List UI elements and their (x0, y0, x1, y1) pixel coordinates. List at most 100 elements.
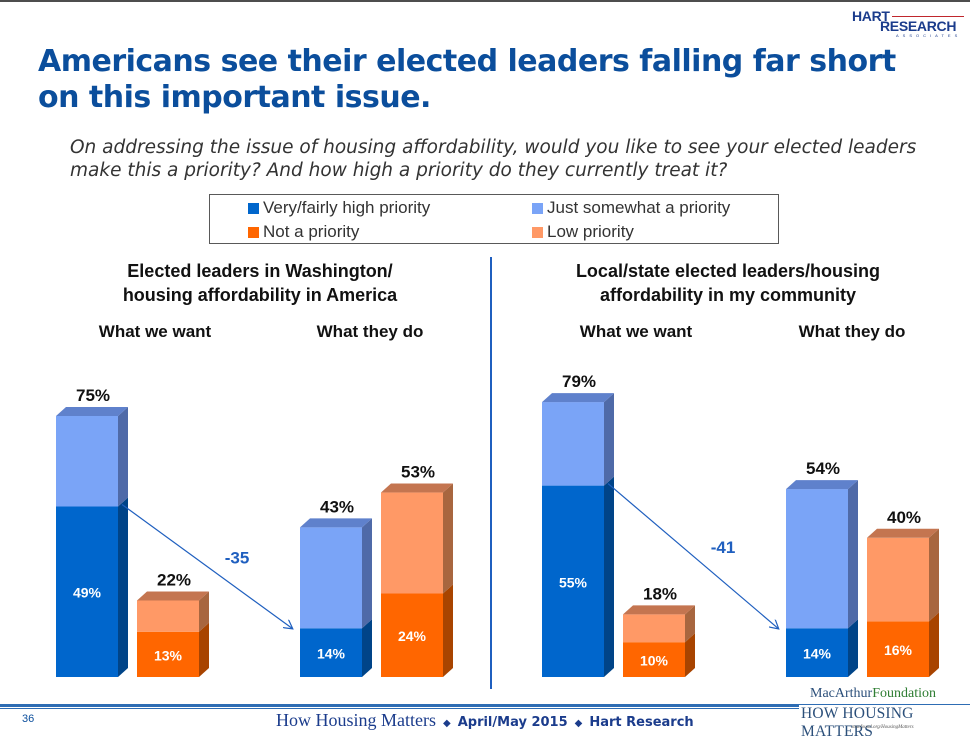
bar-0-2-top-top (300, 518, 372, 528)
bar-1-1-top-top (623, 605, 695, 615)
gap-arrow-1 (607, 483, 778, 629)
bar-1-3-bottom-label: 16% (884, 642, 913, 658)
col-label-do-2: What they do (798, 322, 906, 341)
bar-1-2-bottom-front (786, 628, 848, 677)
bar-0-3-bottom-front (381, 593, 443, 677)
diamond-icon: ◆ (443, 718, 451, 729)
bar-1-1-bottom-front (623, 642, 685, 677)
legend-label: Not a priority (263, 222, 360, 241)
survey-question: On addressing the issue of housing affor… (70, 137, 917, 181)
bar-0-1-top-front (137, 600, 199, 632)
bar-1-0-top-side (604, 393, 614, 486)
mac-name: MacArthur (810, 686, 873, 701)
bar-0-3-bottom-label: 24% (398, 628, 427, 644)
hart-research-logo: HART RESEARCH ASSOCIATES (852, 8, 964, 38)
panel-title-line: housing affordability in America (122, 285, 398, 305)
footer-caption: How Housing Matters ◆ April/May 2015 ◆ H… (276, 710, 694, 731)
bar-0-3-top-front (381, 492, 443, 594)
bar-1-1-bottom-side (685, 633, 695, 677)
legend-swatch-not (248, 226, 259, 238)
panel-title-local: Local/state elected leaders/housing affo… (528, 259, 928, 307)
bar-1-1-top-front (623, 614, 685, 643)
bar-0-0-total-label: 75% (76, 386, 110, 405)
bar-1-0-top-front (542, 402, 604, 486)
bar-1-0-bottom-side (604, 476, 614, 677)
bar-1-2-total-label: 54% (806, 459, 840, 478)
footer-rule (0, 704, 970, 707)
mac-foundation: Foundation (872, 686, 936, 701)
bar-0-1-bottom-label: 13% (154, 647, 183, 663)
logo-hart: HART (852, 8, 890, 24)
bar-1-1-bottom-label: 10% (640, 653, 669, 669)
legend-label: Just somewhat a priority (547, 198, 731, 217)
footer-rule-thin (0, 708, 970, 709)
bar-1-3-top-side (929, 528, 939, 622)
bar-0-2-bottom-label: 14% (317, 646, 346, 662)
bar-0-2-top-front (300, 527, 362, 629)
bar-0-1-bottom-front (137, 631, 199, 677)
bar-1-3-top-front (867, 537, 929, 622)
footer-date: April/May 2015 (457, 715, 568, 730)
legend-label: Low priority (547, 222, 634, 241)
bar-0-2-bottom-side (362, 619, 372, 677)
bar-1-1-top-side (685, 605, 695, 643)
gap-label-1: -41 (711, 538, 736, 557)
bar-0-3-top-side (443, 483, 453, 594)
col-label-want-2: What we want (579, 322, 693, 341)
bar-0-0-top-front (56, 416, 118, 507)
bar-0-1-total-label: 22% (157, 570, 191, 589)
panel-title-washington: Elected leaders in Washington/ housing a… (60, 259, 460, 307)
bar-0-2-total-label: 43% (320, 497, 354, 516)
bar-0-3-total-label: 53% (401, 463, 435, 482)
bar-0-1-top-top (137, 591, 209, 601)
legend-item-not-priority: Not a priority (248, 221, 359, 243)
footer-series-title: How Housing Matters (276, 710, 436, 730)
bar-1-2-top-front (786, 489, 848, 629)
bar-0-0-top-side (118, 407, 128, 507)
gap-label-0: -35 (225, 548, 250, 567)
col-label-do-1: What they do (316, 322, 424, 341)
bar-1-3-top-top (867, 528, 939, 538)
legend-item-low-priority: Low priority (532, 221, 634, 243)
bar-0-1-top-side (199, 591, 209, 632)
panel-title-line: Local/state elected leaders/housing (575, 261, 881, 281)
legend: Very/fairly high priority Just somewhat … (209, 194, 779, 244)
slide-title: Americans see their elected leaders fall… (38, 44, 896, 115)
legend-item-somewhat-priority: Just somewhat a priority (532, 197, 730, 219)
bar-1-2-bottom-label: 14% (803, 646, 832, 662)
bar-1-3-total-label: 40% (887, 508, 921, 527)
bar-0-2-top-side (362, 518, 372, 629)
macarthur-logo: MacArthurFoundation (810, 686, 936, 702)
footer-url: macfound.org/HousingMatters (852, 725, 914, 730)
legend-swatch-low (532, 226, 543, 238)
legend-swatch-somewhat (532, 202, 543, 214)
diamond-icon: ◆ (574, 718, 583, 729)
top-border (0, 0, 970, 2)
bar-0-0-bottom-side (118, 497, 128, 677)
footer-firm: Hart Research (589, 715, 694, 730)
gap-arrow-0 (121, 503, 292, 628)
legend-label: Very/fairly high priority (263, 198, 431, 217)
bar-1-0-bottom-label: 55% (559, 574, 588, 590)
bar-0-0-top-top (56, 407, 128, 416)
logo-rule (892, 16, 964, 17)
bar-1-0-total-label: 79% (562, 372, 596, 391)
bar-1-1-total-label: 18% (643, 584, 677, 603)
bar-0-0-bottom-front (56, 506, 118, 677)
bar-0-3-bottom-side (443, 584, 453, 677)
panel-title-line: Elected leaders in Washington/ (127, 261, 393, 281)
logo-associates: ASSOCIATES (896, 33, 962, 38)
legend-item-high-priority: Very/fairly high priority (248, 197, 430, 219)
bar-1-2-top-top (786, 480, 858, 490)
bar-1-2-top-side (848, 480, 858, 629)
bar-1-3-bottom-side (929, 612, 939, 677)
bar-charts: 49% 75% 13% 22% 14% 43% 24% 53% -35 55% 79% 10% 18% 1… (56, 372, 939, 677)
bar-0-0-bottom-label: 49% (73, 585, 102, 601)
logo-research: RESEARCH (880, 18, 957, 34)
legend-swatch-high (248, 202, 259, 214)
bar-0-2-bottom-front (300, 628, 362, 677)
page-number: 36 (22, 713, 35, 725)
bar-0-3-top-top (381, 483, 453, 493)
panel-divider (490, 257, 492, 689)
bar-1-0-top-top (542, 393, 614, 403)
